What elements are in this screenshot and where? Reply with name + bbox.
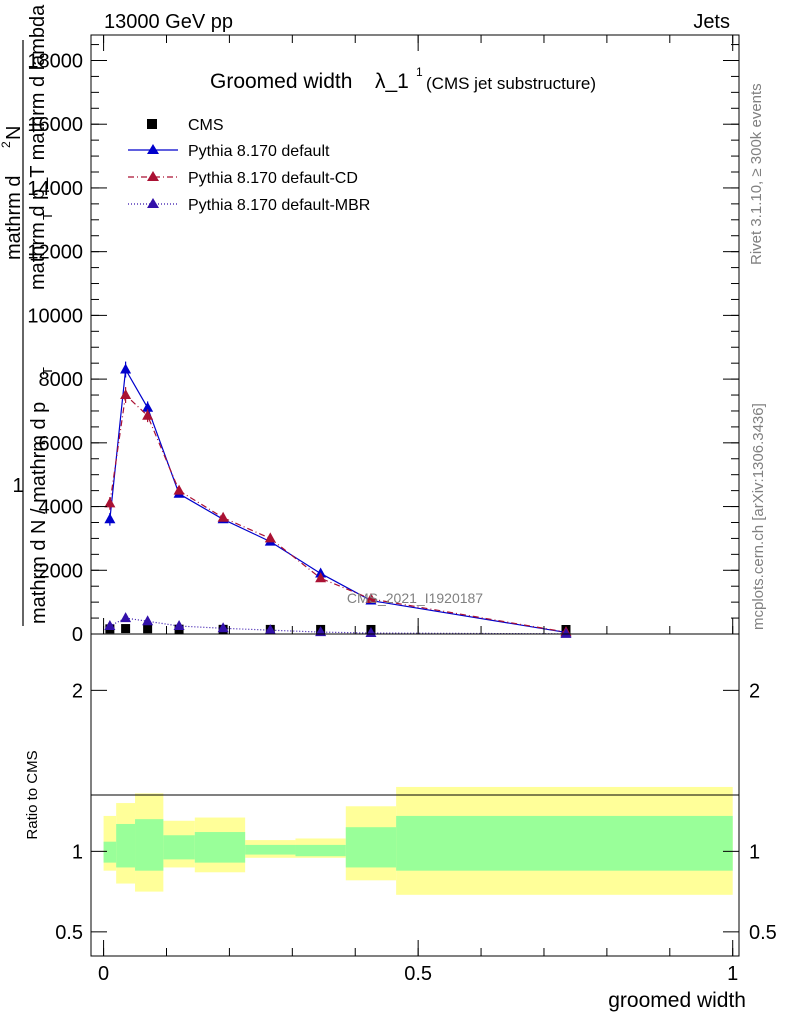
ylabel-sub-2: T: [40, 367, 55, 375]
ratio-band-inner: [163, 835, 195, 860]
legend-cms-marker: [147, 119, 157, 129]
ratio-band-inner: [295, 844, 346, 857]
ratio-y-axis-label: Ratio to CMS: [24, 750, 41, 839]
main-y-tick-label: 12000: [27, 242, 83, 264]
legend-label-cms: CMS: [188, 117, 224, 134]
ratio-y-tick-label-right: 2: [749, 680, 760, 702]
ratio-band-inner: [245, 844, 296, 855]
legend-mbr-marker: [147, 198, 159, 208]
ratio-panel-frame: [90, 633, 740, 957]
x-axis-label: groomed width: [608, 989, 746, 1012]
ylabel-num-suffix: N: [3, 126, 25, 140]
ratio-band-inner: [345, 827, 397, 868]
ylabel-denominator: mathrm d p_T mathrm d lambda: [27, 4, 49, 290]
ratio-bands: [103, 786, 733, 895]
main-y-tick-label: 16000: [27, 114, 83, 136]
ratio-y-tick-label: 2: [72, 680, 83, 702]
x-tick-label: 1: [727, 963, 738, 985]
series-marker-solid: [120, 363, 132, 374]
series-line-dotted: [109, 617, 566, 635]
series-marker-dashdot: [315, 572, 327, 583]
ratio-y-tick-label: 1: [72, 841, 83, 863]
main-y-tick-label: 14000: [27, 178, 83, 200]
mcplots-label: mcplots.cern.ch [arXiv:1306.3436]: [750, 403, 767, 630]
legend-default-marker: [147, 144, 159, 154]
series-marker-dashdot: [120, 389, 132, 400]
series-marker-solid: [104, 513, 116, 524]
title-superscript: 1: [416, 65, 423, 79]
ylabel-num-sup: 2: [0, 141, 13, 148]
rivet-label: Rivet 3.1.10, ≥ 300k events: [748, 83, 765, 265]
main-y-tick-label: 2000: [39, 560, 84, 582]
main-y-tick-label: 10000: [27, 305, 83, 327]
plot-title: Groomed width λ_1 1 (CMS jet substructur…: [210, 65, 596, 93]
ratio-band-inner: [194, 832, 246, 863]
ratio-y-tick-label: 0.5: [55, 922, 83, 944]
analysis-watermark: CMS_2021_I1920187: [347, 590, 483, 606]
ratio-y-tick-label-right: 1: [749, 841, 760, 863]
series-marker-dotted: [173, 620, 185, 631]
series-marker-dotted: [560, 627, 572, 638]
ylabel-prefix: 1: [12, 475, 23, 497]
title-subtitle: (CMS jet substructure): [426, 74, 596, 93]
ratio-band-inner: [116, 823, 136, 868]
ratio-band-inner: [135, 819, 164, 871]
legend-label-mbr: Pythia 8.170 default-MBR: [188, 197, 370, 214]
ylabel-num-text: mathrm d: [3, 176, 25, 260]
ratio-y-tick-label-right: 0.5: [749, 922, 777, 944]
series-line-solid: [109, 367, 567, 633]
series-marker-dotted: [120, 612, 132, 623]
ylabel-sub-1: T: [40, 212, 55, 220]
x-tick-label: 0.5: [404, 963, 432, 985]
energy-label: 13000 GeV pp: [104, 11, 233, 33]
title-text: Groomed width: [210, 70, 352, 93]
main-y-tick-label: 4000: [39, 497, 84, 519]
legend: CMS Pythia 8.170 default Pythia 8.170 de…: [128, 117, 370, 214]
x-tick-label: 0: [98, 963, 109, 985]
series-marker-dashdot: [365, 592, 377, 603]
series-marker-solid: [142, 401, 154, 412]
main-y-tick-label: 18000: [27, 50, 83, 72]
axes: 0 2000 4000 6000 8000 10000 12000 14000 16000 180…: [27, 35, 777, 985]
legend-label-cd: Pythia 8.170 default-CD: [188, 170, 358, 187]
main-series: [104, 361, 572, 638]
ratio-band-inner: [103, 841, 117, 863]
legend-cd-marker: [147, 171, 159, 181]
series-marker-dotted: [264, 624, 276, 635]
cms-point: [143, 624, 153, 634]
series-marker-dashdot: [173, 484, 185, 495]
series-marker-dashdot: [264, 532, 276, 543]
main-y-tick-label: 0: [72, 624, 83, 646]
main-y-tick-label: 6000: [39, 433, 84, 455]
series-marker-dotted: [217, 622, 229, 633]
title-math: λ_1: [375, 70, 409, 93]
process-label: Jets: [693, 11, 730, 33]
series-marker-dashdot: [142, 409, 154, 420]
series-marker-dotted: [104, 620, 116, 631]
series-marker-dashdot: [217, 511, 229, 522]
series-marker-dashdot: [104, 497, 116, 508]
series-line-dashdot: [109, 393, 567, 633]
series-marker-dotted: [142, 615, 154, 626]
cms-point: [121, 624, 131, 634]
legend-label-default: Pythia 8.170 default: [188, 143, 330, 160]
ylabel-middle: mathrm d N / mathrm d p: [28, 402, 50, 624]
ylabel-numerator: mathrm d 2 N: [0, 126, 25, 260]
series-marker-dotted: [365, 627, 377, 638]
ratio-band-inner: [396, 815, 733, 871]
main-y-axis-label: 1 mathrm d 2 N mathrm d p_T mathrm d lam…: [0, 4, 55, 626]
main-y-tick-label: 8000: [39, 369, 84, 391]
